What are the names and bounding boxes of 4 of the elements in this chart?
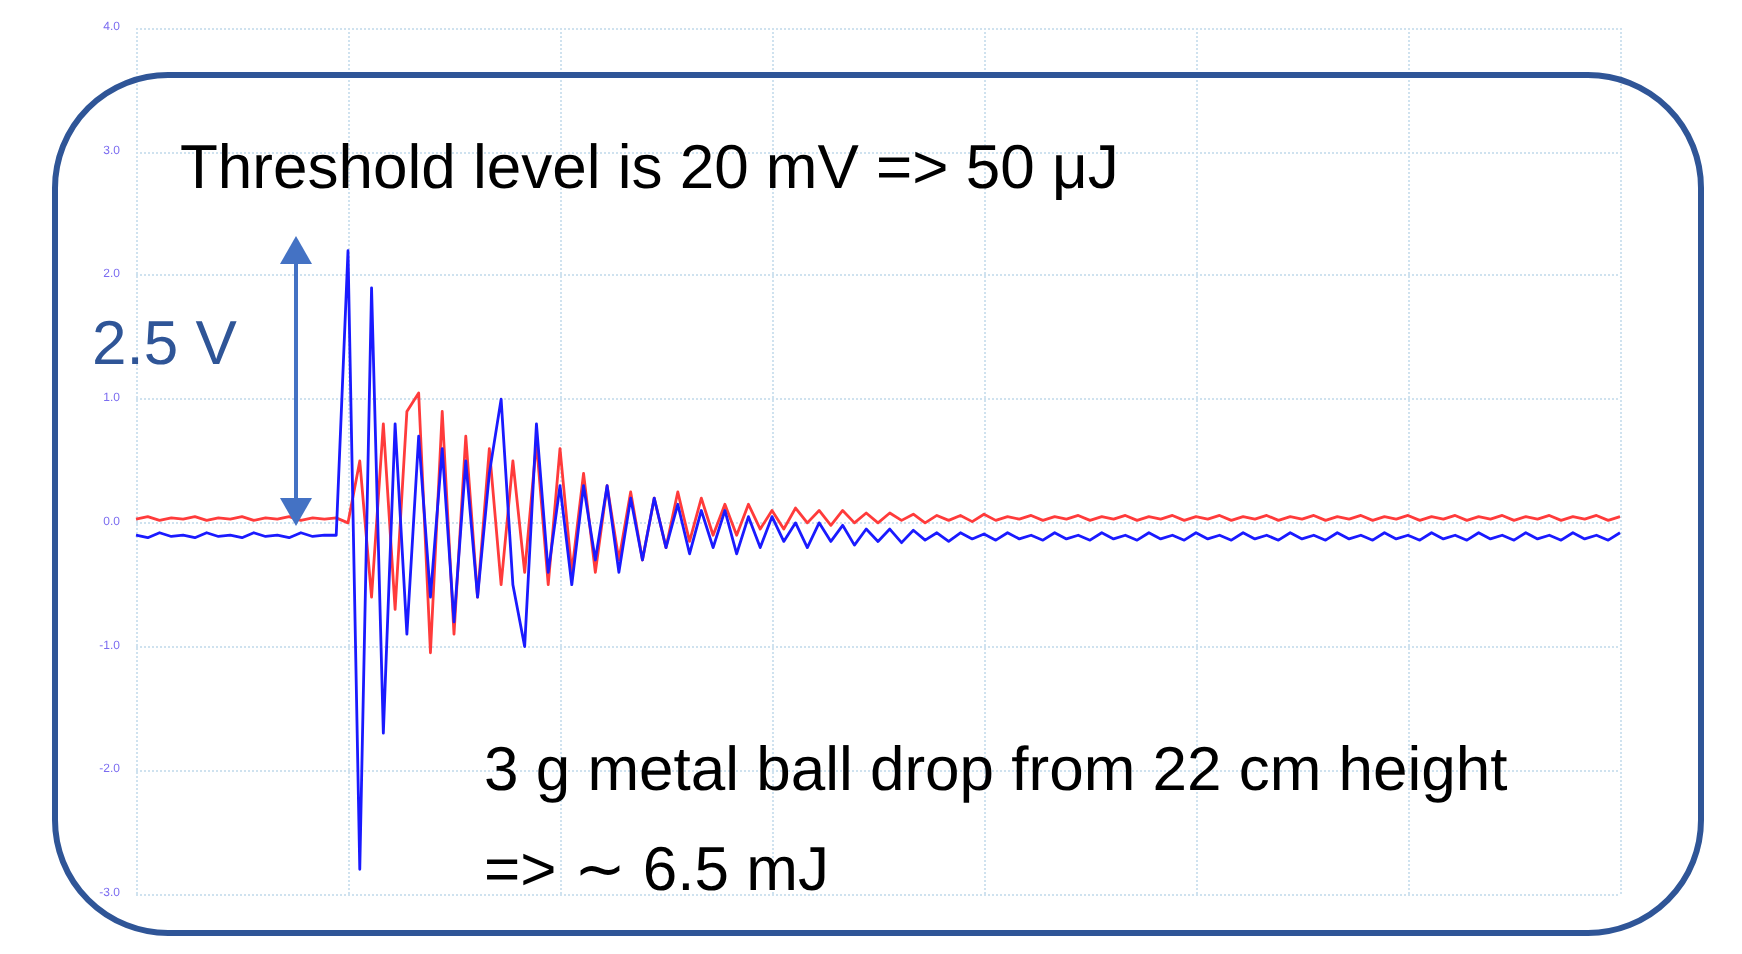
annotation: 3 g metal ball drop from 22 cm height => ∼ 6.5 mJ bbox=[484, 732, 1510, 908]
annotation: Threshold level is 20 mV => 50 μJ bbox=[180, 132, 1119, 204]
annotation: 2.5 V bbox=[92, 308, 237, 380]
line-series bbox=[134, 391, 1622, 655]
